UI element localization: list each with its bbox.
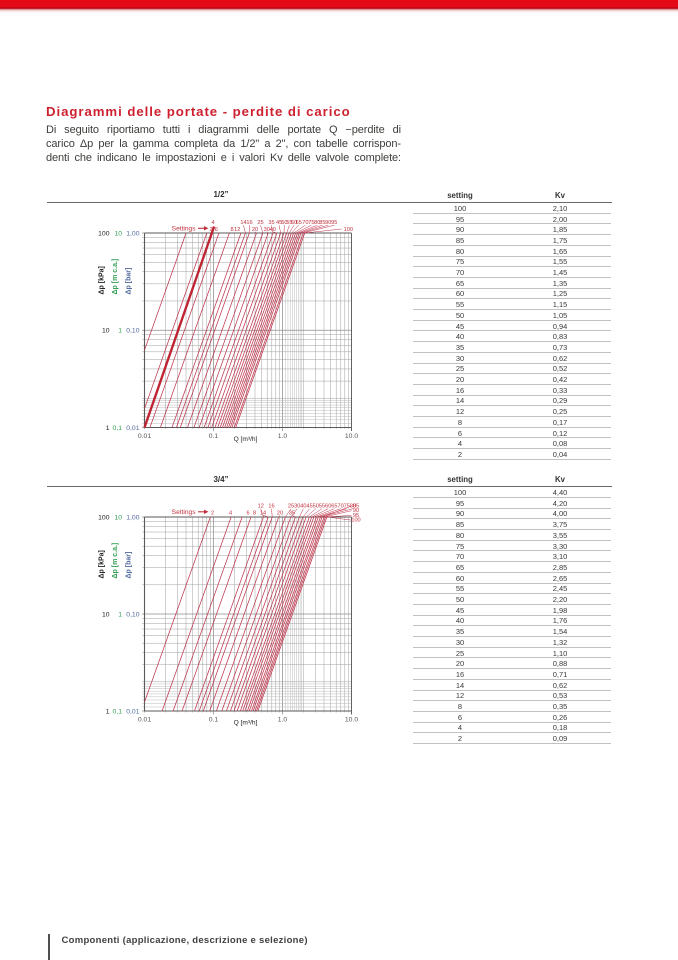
svg-text:2: 2 <box>209 227 212 233</box>
svg-text:4: 4 <box>229 511 232 517</box>
svg-text:0,01: 0,01 <box>126 708 139 715</box>
svg-text:25: 25 <box>257 220 263 226</box>
svg-text:0.1: 0.1 <box>209 717 219 724</box>
svg-text:10: 10 <box>114 230 122 237</box>
svg-text:10.0: 10.0 <box>345 717 358 724</box>
svg-text:0,01: 0,01 <box>126 425 139 432</box>
svg-text:1,00: 1,00 <box>126 514 139 521</box>
svg-text:Q [m³/h]: Q [m³/h] <box>234 720 258 727</box>
svg-text:0,10: 0,10 <box>126 611 139 618</box>
svg-text:65: 65 <box>296 220 302 226</box>
svg-text:1.0: 1.0 <box>278 717 288 724</box>
svg-text:8: 8 <box>253 511 256 517</box>
svg-text:0,1: 0,1 <box>113 425 123 432</box>
svg-text:Δp [kPa]: Δp [kPa] <box>99 266 106 294</box>
svg-text:100: 100 <box>351 518 360 524</box>
svg-text:12: 12 <box>234 227 240 233</box>
svg-text:1: 1 <box>118 611 122 618</box>
svg-text:8: 8 <box>230 227 233 233</box>
svg-text:Settings: Settings <box>172 226 197 233</box>
svg-text:2: 2 <box>211 511 214 517</box>
svg-text:10.0: 10.0 <box>345 433 358 440</box>
svg-text:Q [m³/h]: Q [m³/h] <box>234 436 258 443</box>
svg-text:0,10: 0,10 <box>126 328 139 335</box>
svg-text:1.0: 1.0 <box>278 433 288 440</box>
svg-text:0,1: 0,1 <box>113 708 123 715</box>
svg-text:10: 10 <box>102 611 110 618</box>
svg-text:1: 1 <box>106 425 110 432</box>
svg-text:Δp [bar]: Δp [bar] <box>126 552 133 579</box>
svg-text:1,00: 1,00 <box>126 230 139 237</box>
svg-text:0.01: 0.01 <box>138 717 151 724</box>
svg-text:Settings: Settings <box>172 509 197 516</box>
svg-text:12: 12 <box>258 504 264 510</box>
svg-text:Δp [kPa]: Δp [kPa] <box>99 550 106 578</box>
svg-text:10: 10 <box>114 514 122 521</box>
svg-text:Δp [m c.a.]: Δp [m c.a.] <box>112 543 119 579</box>
svg-text:Δp [m c.a.]: Δp [m c.a.] <box>112 259 119 295</box>
svg-text:95: 95 <box>331 220 337 226</box>
svg-text:Δp [bar]: Δp [bar] <box>126 268 133 295</box>
svg-text:4: 4 <box>211 220 214 226</box>
svg-text:6: 6 <box>215 227 218 233</box>
svg-text:0.1: 0.1 <box>209 433 219 440</box>
svg-text:16: 16 <box>246 220 252 226</box>
svg-text:100: 100 <box>98 514 110 521</box>
svg-text:10: 10 <box>102 328 110 335</box>
svg-text:100: 100 <box>344 227 353 233</box>
svg-text:6: 6 <box>246 511 249 517</box>
svg-text:1: 1 <box>118 328 122 335</box>
svg-text:1: 1 <box>106 708 110 715</box>
svg-text:0.01: 0.01 <box>138 433 151 440</box>
svg-text:35: 35 <box>268 220 274 226</box>
svg-text:100: 100 <box>98 230 110 237</box>
svg-text:16: 16 <box>268 504 274 510</box>
